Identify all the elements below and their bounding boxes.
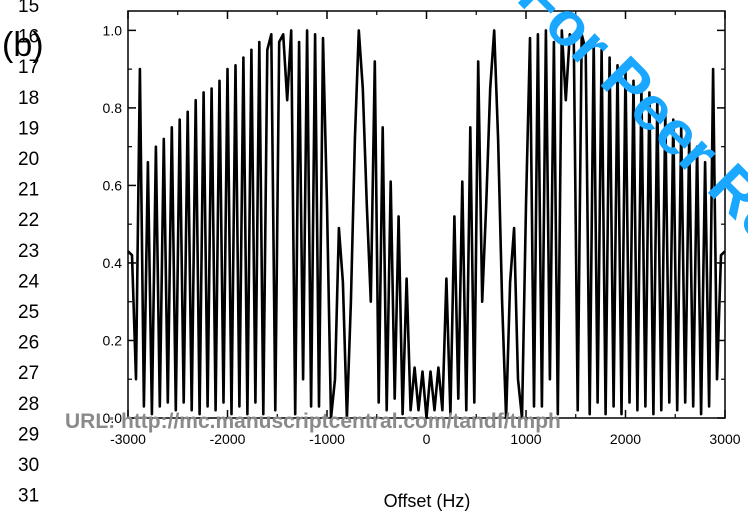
line-number: 17 [18,57,39,78]
x-tick-label: -1000 [309,431,345,447]
series-line [127,29,726,420]
line-number: 26 [18,333,39,354]
x-axis-ticks: -3000 -2000 -1000 0 1000 2000 3000 [110,11,741,447]
x-tick-label: 0 [423,431,431,447]
panel-label: (b) [2,26,44,64]
line-number: 28 [18,394,39,415]
y-axis-ticks: 0.0 0.2 0.4 0.6 0.8 1.0 [103,22,725,426]
line-number: 27 [18,363,39,384]
line-number: 21 [18,180,39,201]
line-number: 22 [18,210,39,231]
line-number: 15 [18,0,39,17]
y-tick-label: 1.0 [103,22,123,38]
line-number: 24 [18,271,40,292]
line-number: 30 [18,455,39,476]
x-tick-label: -3000 [110,431,146,447]
x-tick-label: 1000 [510,431,541,447]
line-number: 19 [18,118,39,139]
line-number: 23 [18,241,39,262]
line-number: 31 [18,486,39,507]
line-number: 25 [18,302,39,323]
y-tick-label: 0.6 [103,177,123,193]
y-tick-label: 0.0 [103,410,123,426]
y-tick-label: 0.8 [103,100,123,116]
line-number: 29 [18,424,39,445]
x-tick-label: 2000 [610,431,641,447]
plot-area: -3000 -2000 -1000 0 1000 2000 3000 0.00.20.40.… [103,10,741,447]
x-tick-label: 3000 [709,431,740,447]
line-number: 20 [18,149,39,170]
manuscript-url: URL: http://mc.manuscriptcentral.com/tan… [65,410,561,433]
x-tick-label: -2000 [210,431,246,447]
y-tick-label: 0.4 [103,255,123,271]
manuscript-line-numbers: 15 16 17 18 19 20 21 22 23 24 25 26 27 28 29 30 31 [18,0,40,507]
line-number: 16 [18,27,39,48]
x-axis-title: Offset (Hz) [384,491,471,511]
line-number: 18 [18,88,39,109]
y-tick-label: 0.2 [103,332,123,348]
